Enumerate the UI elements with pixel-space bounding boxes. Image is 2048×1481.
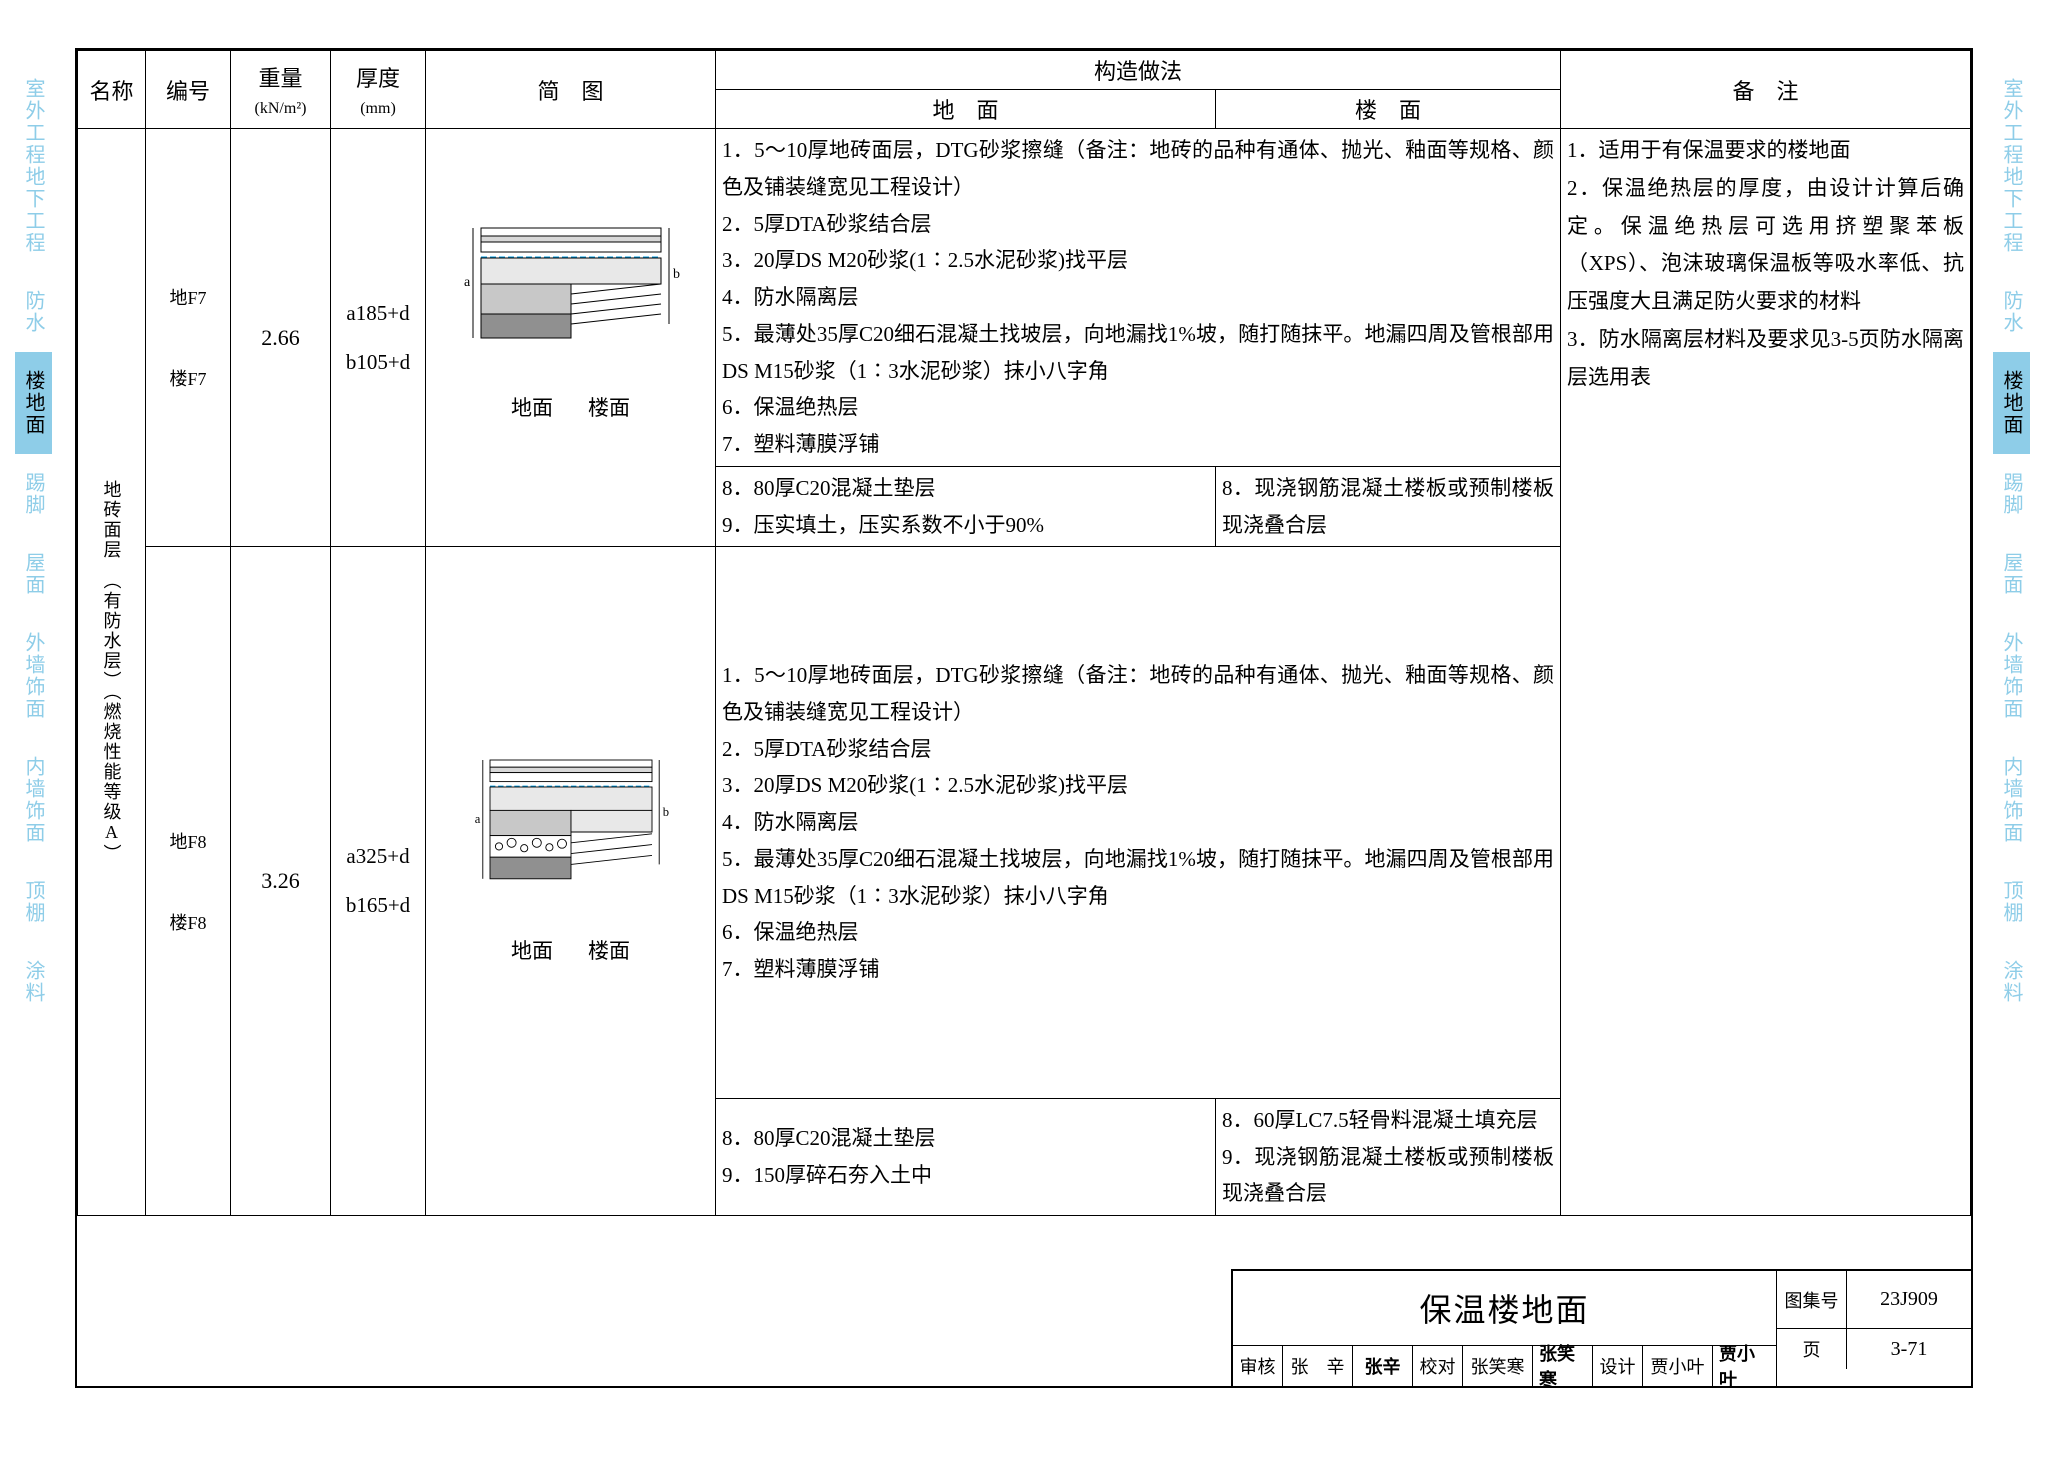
th-diagram: 简 图 [426, 51, 716, 129]
code-ground: 地F7 [152, 284, 224, 310]
cell-diagram: a b 地面 楼面 [426, 129, 716, 547]
table-header-row: 名称 编号 重量(kN/m²) 厚度(mm) 简 图 构造做法 备 注 [78, 51, 1971, 90]
title-block: 保温楼地面 审核 张 辛 张辛 校对 张笑寒 张笑寒 设计 贾小叶 贾小叶 图集… [1231, 1269, 1971, 1386]
diagram-label-ground: 地面 [511, 392, 553, 422]
cell-method-br: 8．现浇钢筋混凝土楼板或预制楼板现浇叠合层 [1216, 466, 1561, 547]
section-diagram: a b 地面 楼面 [432, 208, 709, 488]
label-atlas: 图集号 [1777, 1271, 1847, 1328]
section-svg-icon: a b [461, 208, 681, 388]
name-main: 地砖面层 [102, 480, 122, 560]
page-number: 3-71 [1847, 1329, 1971, 1369]
svg-text:a: a [474, 812, 480, 826]
thickness-ground: a185+d [337, 301, 419, 326]
th-name: 名称 [78, 51, 146, 129]
tab-item[interactable]: 屋面 [15, 534, 52, 614]
tab-item[interactable]: 屋面 [1993, 534, 2030, 614]
drawing-frame: 名称 编号 重量(kN/m²) 厚度(mm) 简 图 构造做法 备 注 地 面 … [75, 48, 1973, 1388]
tab-item[interactable]: 涂料 [1993, 942, 2030, 1022]
cell-thickness: a185+d b105+d [331, 129, 426, 547]
tab-item[interactable]: 防水 [1993, 272, 2030, 352]
th-thick: 厚度(mm) [331, 51, 426, 129]
left-tab-rail: 室外工程地下工程 防水 楼地面 踢脚 屋面 外墙饰面 内墙饰面 顶棚 涂料 [15, 60, 55, 1022]
code-ground: 地F8 [152, 828, 224, 854]
thickness-floor: b165+d [337, 893, 419, 918]
name-sub: （有防水层）（燃烧性能等级A） [102, 580, 122, 864]
th-notes: 备 注 [1561, 51, 1971, 129]
label-page: 页 [1777, 1329, 1847, 1369]
label-design: 设计 [1593, 1346, 1643, 1386]
drawing-title: 保温楼地面 [1233, 1271, 1776, 1346]
cell-method-bl: 8．80厚C20混凝土垫层 9．压实填土，压实系数不小于90% [716, 466, 1216, 547]
cell-code: 地F7 楼F7 [146, 129, 231, 547]
tab-item[interactable]: 踢脚 [15, 454, 52, 534]
cell-method-top: 1．5～10厚地砖面层，DTG砂浆擦缝（备注：地砖的品种有通体、抛光、釉面等规格… [716, 129, 1561, 467]
cell-code: 地F8 楼F8 [146, 547, 231, 1216]
tab-item[interactable]: 踢脚 [1993, 454, 2030, 534]
cell-method-bl: 8．80厚C20混凝土垫层 9．150厚碎石夯入土中 [716, 1098, 1216, 1215]
code-floor: 楼F7 [152, 365, 224, 391]
check-name: 张 辛 [1283, 1346, 1353, 1386]
cell-method-br: 8．60厚LC7.5轻骨料混凝土填充层 9．现浇钢筋混凝土楼板或预制楼板现浇叠合… [1216, 1098, 1561, 1215]
tab-item[interactable]: 顶棚 [1993, 862, 2030, 942]
diagram-label-floor: 楼面 [588, 392, 630, 422]
atlas-number: 23J909 [1847, 1271, 1971, 1328]
tab-item-active[interactable]: 楼地面 [15, 352, 52, 454]
proof-name: 张笑寒 [1463, 1346, 1533, 1386]
svg-text:b: b [662, 805, 668, 819]
tab-item[interactable]: 外墙饰面 [1993, 614, 2030, 738]
th-method-ground: 地 面 [716, 90, 1216, 129]
thickness-floor: b105+d [337, 350, 419, 375]
th-code: 编号 [146, 51, 231, 129]
design-signature: 贾小叶 [1713, 1346, 1776, 1386]
tab-item-active[interactable]: 楼地面 [1993, 352, 2030, 454]
cell-notes: 1．适用于有保温要求的楼地面 2．保温绝热层的厚度，由设计计算后确定。保温绝热层… [1561, 129, 1971, 1216]
th-weight: 重量(kN/m²) [231, 51, 331, 129]
thickness-ground: a325+d [337, 844, 419, 869]
construction-table: 名称 编号 重量(kN/m²) 厚度(mm) 简 图 构造做法 备 注 地 面 … [77, 50, 1971, 1216]
cell-method-top: 1．5～10厚地砖面层，DTG砂浆擦缝（备注：地砖的品种有通体、抛光、釉面等规格… [716, 547, 1561, 1099]
tab-item[interactable]: 内墙饰面 [15, 738, 52, 862]
tab-item[interactable]: 外墙饰面 [15, 614, 52, 738]
label-proof: 校对 [1413, 1346, 1463, 1386]
check-signature: 张辛 [1353, 1346, 1413, 1386]
tab-item[interactable]: 室外工程地下工程 [1993, 60, 2030, 272]
section-svg-icon: a b [461, 751, 681, 931]
tab-item[interactable]: 涂料 [15, 942, 52, 1022]
section-diagram: a b 地面 楼面 [432, 751, 709, 1031]
tab-item[interactable]: 内墙饰面 [1993, 738, 2030, 862]
right-tab-rail: 室外工程地下工程 防水 楼地面 踢脚 屋面 外墙饰面 内墙饰面 顶棚 涂料 [1993, 60, 2033, 1022]
svg-text:a: a [464, 275, 471, 290]
diagram-label-ground: 地面 [511, 935, 553, 965]
proof-signature: 张笑寒 [1533, 1346, 1593, 1386]
label-check: 审核 [1233, 1346, 1283, 1386]
design-name: 贾小叶 [1643, 1346, 1713, 1386]
cell-name: 地砖面层 （有防水层）（燃烧性能等级A） [78, 129, 146, 1216]
tab-item[interactable]: 室外工程地下工程 [15, 60, 52, 272]
th-method-floor: 楼 面 [1216, 90, 1561, 129]
cell-diagram: a b 地面 楼面 [426, 547, 716, 1216]
table-row: 地砖面层 （有防水层）（燃烧性能等级A） 地F7 楼F7 2.66 a185+d… [78, 129, 1971, 467]
tab-item[interactable]: 防水 [15, 272, 52, 352]
diagram-label-floor: 楼面 [588, 935, 630, 965]
code-floor: 楼F8 [152, 909, 224, 935]
cell-weight: 3.26 [231, 547, 331, 1216]
cell-weight: 2.66 [231, 129, 331, 547]
svg-text:b: b [673, 267, 680, 282]
cell-thickness: a325+d b165+d [331, 547, 426, 1216]
th-method: 构造做法 [716, 51, 1561, 90]
tab-item[interactable]: 顶棚 [15, 862, 52, 942]
